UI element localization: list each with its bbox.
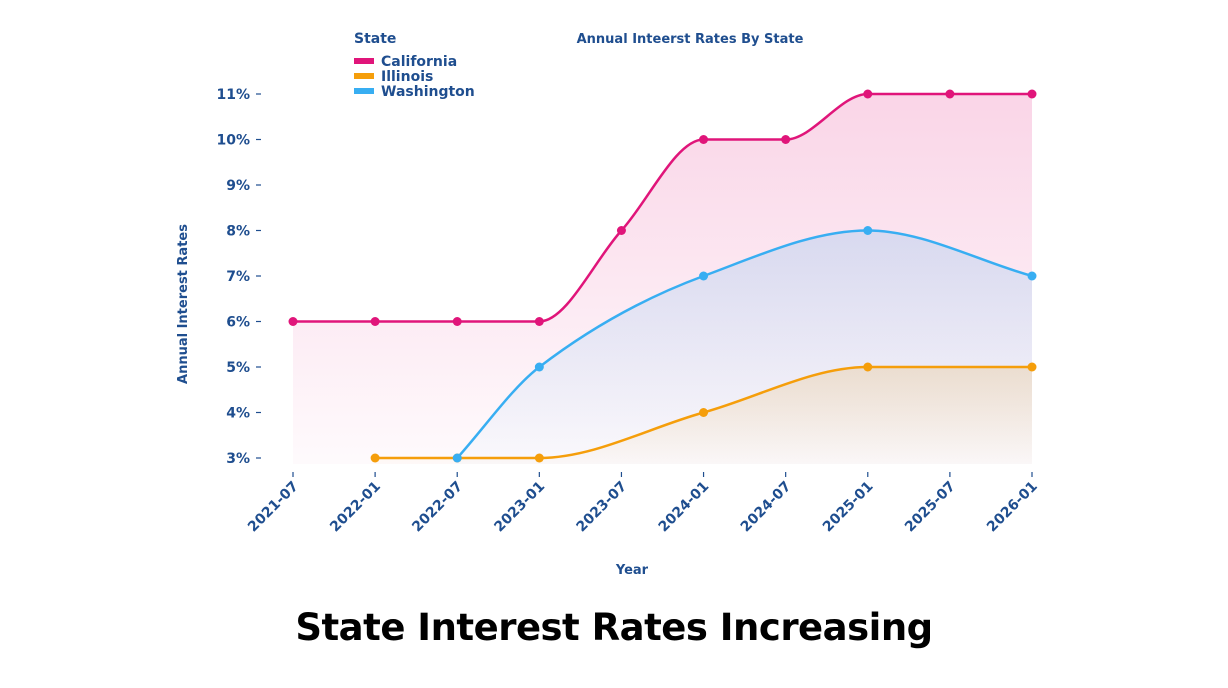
x-tick-label-2024-01: 2024-01 — [656, 479, 713, 536]
point-layer — [288, 89, 1037, 463]
x-tick-label-2025-07: 2025-07 — [902, 479, 959, 536]
x-tick-label-2025-01: 2025-01 — [820, 479, 877, 536]
legend-label-washington: Washington — [381, 84, 475, 100]
x-tick-label-2024-07: 2024-07 — [738, 479, 795, 536]
line-california — [293, 92, 1032, 323]
point-washington-2024-01 — [699, 271, 709, 281]
x-tick-label-2022-01: 2022-01 — [327, 479, 384, 536]
point-california-2025-01 — [863, 89, 873, 99]
point-illinois-2025-01 — [863, 362, 873, 372]
area-layer — [293, 94, 1033, 464]
caption: State Interest Rates Increasing — [295, 606, 933, 649]
point-california-2024-07 — [781, 135, 791, 144]
point-illinois-2026-01 — [1027, 362, 1037, 372]
point-california-2025-07 — [945, 89, 955, 99]
legend-title: State — [354, 31, 396, 47]
legend-label-illinois: Illinois — [381, 69, 433, 85]
point-california-2022-07 — [452, 317, 462, 326]
x-tick-label-2021-07: 2021-07 — [245, 479, 302, 536]
y-tick-label-3: 6% — [226, 315, 250, 331]
point-illinois-2022-01 — [370, 453, 380, 463]
point-california-2023-01 — [534, 317, 544, 326]
point-washington-2022-07 — [452, 453, 462, 463]
x-axis: 2021-07 2022-01 2022-07 2023-01 2023-07 2024-… — [245, 472, 1041, 535]
legend-swatch-washington — [354, 88, 374, 94]
point-california-2022-01 — [370, 317, 380, 326]
x-tick-label-2026-01: 2026-01 — [984, 479, 1041, 536]
y-tick-label-8: 11% — [216, 87, 250, 103]
y-axis: 3% 4% 5% 6% 7% 8% 9% 10% 11% — [216, 87, 261, 467]
x-tick-label-2023-01: 2023-01 — [491, 479, 548, 536]
y-tick-label-6: 9% — [226, 178, 250, 194]
point-illinois-2024-01 — [699, 408, 709, 417]
area-washington — [457, 230, 1032, 464]
legend-swatch-california — [354, 58, 374, 64]
point-washington-2025-01 — [863, 226, 873, 235]
point-california-2024-01 — [699, 135, 709, 144]
y-tick-label-2: 5% — [226, 360, 250, 376]
point-illinois-2023-01 — [534, 453, 544, 463]
y-axis-title: Annual Interest Rates — [176, 224, 191, 384]
point-california-2026-01 — [1027, 89, 1037, 99]
x-tick-label-2023-07: 2023-07 — [574, 479, 631, 536]
legend-label-california: California — [381, 54, 457, 70]
y-tick-label-1: 4% — [226, 406, 250, 422]
y-tick-label-0: 3% — [226, 451, 250, 467]
x-axis-title: Year — [615, 563, 649, 578]
y-tick-label-4: 7% — [226, 269, 250, 285]
chart-title: Annual Inteerst Rates By State — [577, 32, 804, 47]
point-washington-2026-01 — [1027, 271, 1037, 281]
point-washington-2023-01 — [534, 362, 544, 372]
y-tick-label-5: 8% — [226, 224, 250, 240]
x-tick-label-2022-07: 2022-07 — [409, 479, 466, 536]
legend-swatch-illinois — [354, 73, 374, 79]
chart: 3% 4% 5% 6% 7% 8% 9% 10% 11% 2021-07 2022-01 2022-… — [176, 31, 1041, 578]
point-california-2023-07 — [616, 226, 626, 235]
y-tick-label-7: 10% — [216, 133, 250, 149]
point-california-2021-07 — [288, 317, 298, 326]
